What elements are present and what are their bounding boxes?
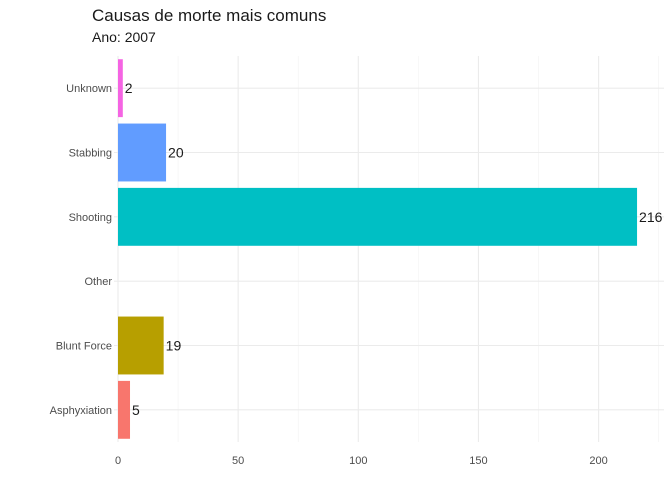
y-tick-label: Asphyxiation [50,405,112,417]
data-label: 216 [639,209,663,225]
chart-title: Causas de morte mais comuns [92,6,327,25]
y-tick-label: Stabbing [69,148,112,160]
bar-asphyxiation [118,380,131,439]
bar-blunt-force [118,316,164,375]
y-tick-label: Other [84,276,112,288]
bar-shooting [118,187,638,246]
x-tick-label: 0 [115,455,121,467]
data-label: 2 [125,80,133,96]
x-tick-label: 150 [469,455,487,467]
data-label: 5 [132,402,140,418]
chart-subtitle: Ano: 2007 [92,29,156,45]
x-tick-label: 100 [349,455,367,467]
y-tick-label: Unknown [66,83,112,95]
y-tick-label: Blunt Force [56,341,112,353]
data-label: 19 [166,338,182,354]
bar-stabbing [118,123,167,182]
data-label: 20 [168,145,184,161]
x-tick-label: 50 [232,455,244,467]
bar-unknown [118,59,123,118]
y-tick-label: Shooting [69,212,112,224]
x-tick-label: 200 [589,455,607,467]
